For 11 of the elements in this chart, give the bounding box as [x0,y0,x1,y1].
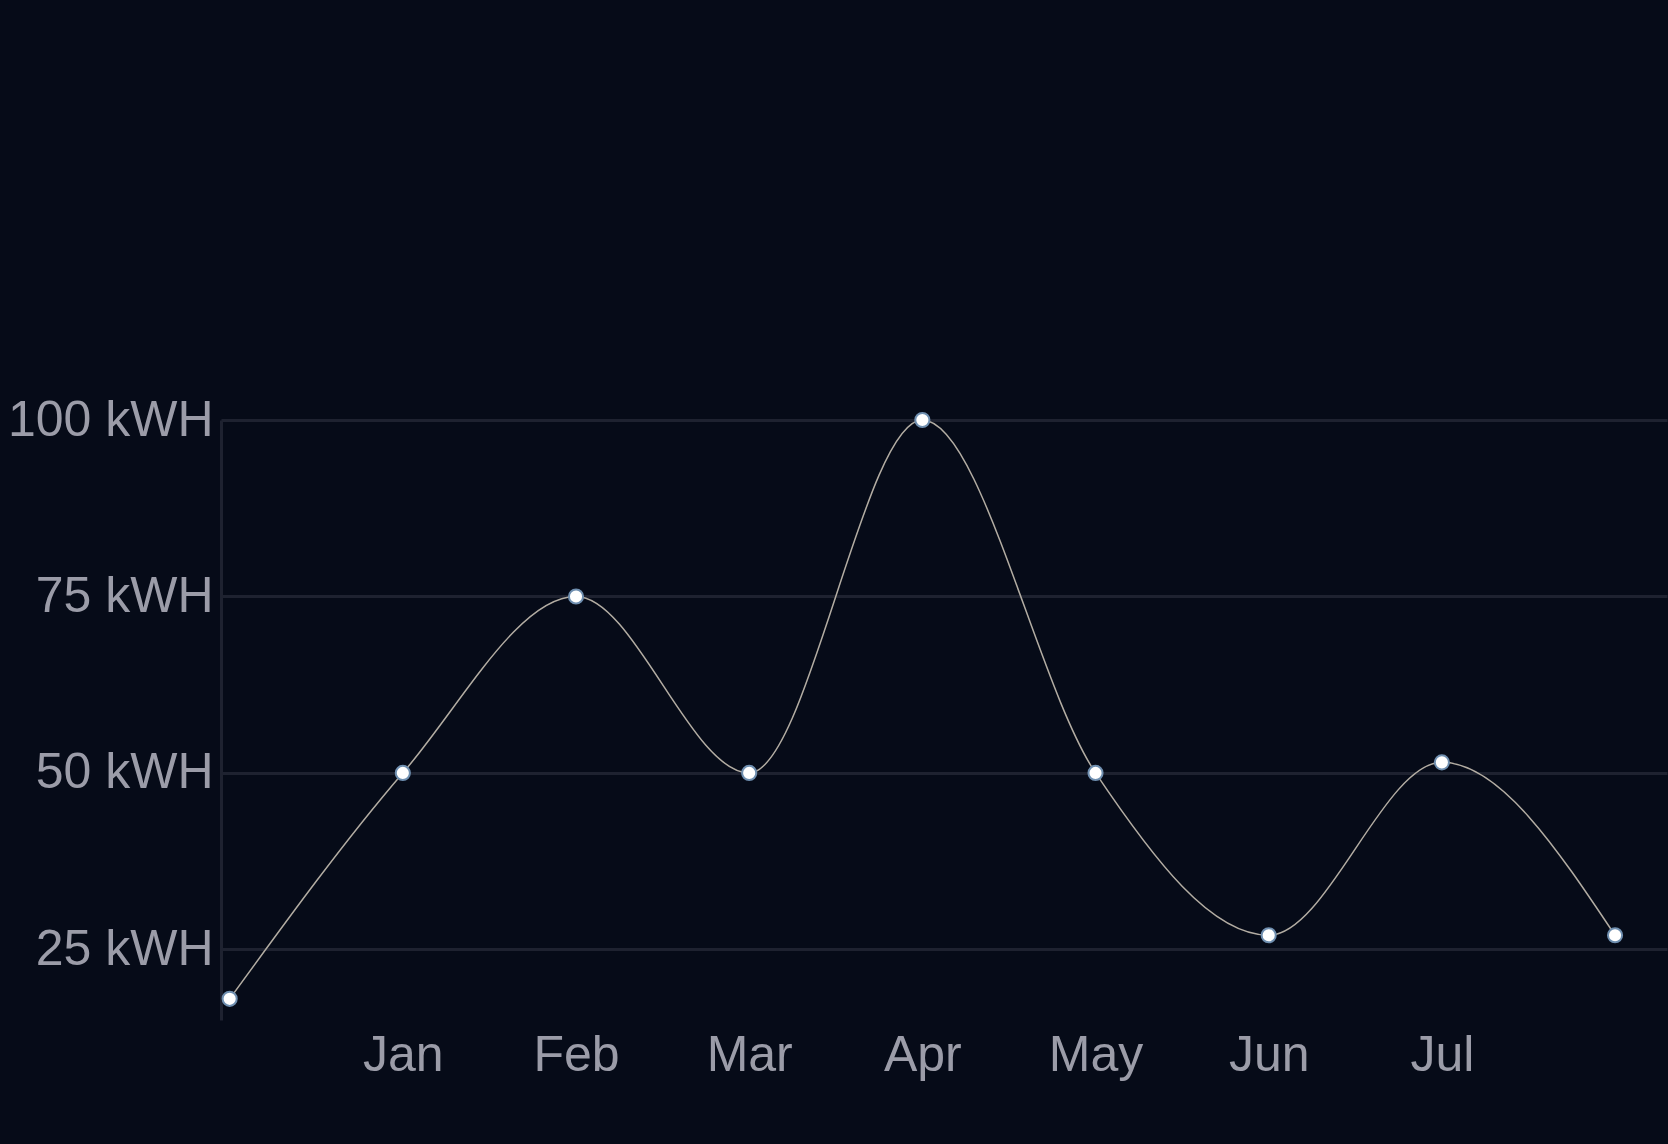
x-tick-label: Apr [883,1025,962,1082]
y-tick-label: 25 kWH [35,919,214,976]
x-tick-label: Mar [706,1025,793,1082]
x-tick-label: Feb [533,1025,620,1082]
y-tick-label: 50 kWH [35,743,214,800]
y-tick-label: 100 kWH [7,390,214,447]
x-tick-label: Jun [1228,1025,1310,1082]
x-tick-label: May [1048,1025,1144,1082]
x-tick-label: Jan [363,1025,444,1082]
y-tick-label: 75 kWH [35,566,214,623]
x-tick-label: Jul [1410,1025,1475,1082]
